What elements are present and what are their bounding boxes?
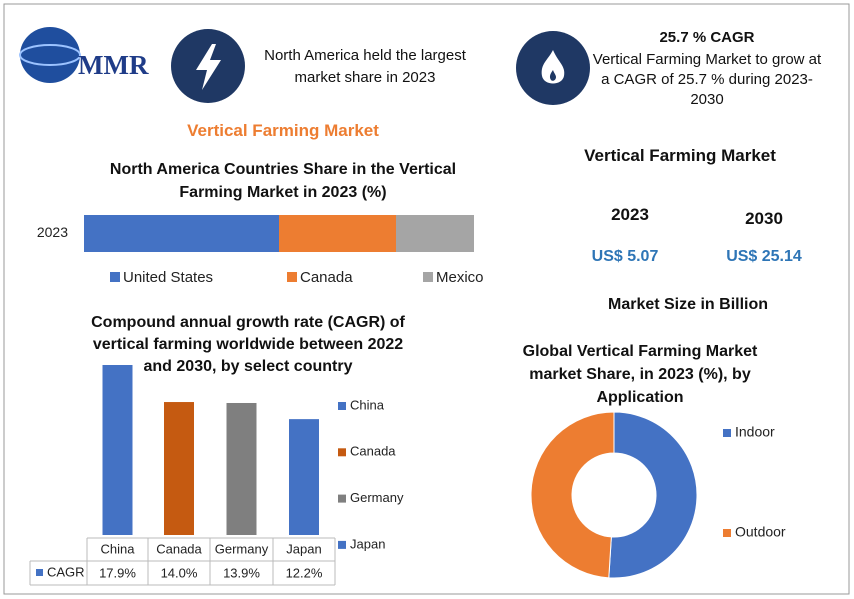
donut-slice — [530, 411, 615, 579]
bolt-icon — [196, 44, 221, 90]
legend-label: United States — [123, 269, 213, 286]
logo-globe — [20, 27, 80, 83]
logo-orbit — [19, 44, 81, 66]
legend-marker — [723, 529, 731, 537]
chart-title: Global Vertical Farming Market market Sh… — [522, 343, 758, 406]
table-category: Japan — [286, 541, 321, 556]
table-category: China — [101, 541, 136, 556]
bar-segment — [396, 215, 474, 252]
cagr-title: 25.7 % CAGR — [659, 29, 755, 46]
logo-text: MMR — [78, 50, 149, 80]
year-label: 2030 — [745, 209, 783, 228]
legend-marker — [110, 272, 120, 282]
bar — [164, 402, 194, 535]
bar — [226, 402, 257, 535]
year-label: 2023 — [611, 205, 649, 224]
legend-label: Germany — [350, 490, 404, 505]
table-series-name: CAGR — [47, 564, 85, 579]
market-value: US$ 25.14 — [726, 248, 802, 265]
table-value: 17.9% — [99, 565, 136, 580]
legend-marker — [338, 402, 346, 410]
market-note: Market Size in Billion — [607, 296, 769, 313]
table-value: 13.9% — [223, 565, 260, 580]
bar — [102, 365, 133, 535]
border — [3, 3, 850, 595]
legend-label: Mexico — [436, 269, 484, 286]
legend-label: Canada — [350, 444, 396, 459]
table-value: 14.0% — [161, 565, 198, 580]
legend-marker — [338, 540, 346, 549]
flame-icon — [541, 50, 565, 84]
bar-segment — [279, 215, 396, 252]
legend-label: Outdoor — [735, 524, 786, 540]
chart-title: North America Countries Share in the Ver… — [109, 161, 457, 201]
cagr-text: Vertical Farming Market to grow at a CAG… — [592, 51, 822, 108]
table-category: Germany — [215, 541, 269, 556]
market-title: Vertical Farming Market — [584, 146, 776, 165]
legend-marker — [338, 448, 346, 457]
market-value: US$ 5.07 — [591, 248, 659, 265]
donut-slice — [608, 411, 698, 579]
legend-marker — [723, 429, 731, 437]
legend-label: Japan — [350, 536, 385, 551]
chart-title: Compound annual growth rate (CAGR) of ve… — [91, 314, 405, 375]
table-value: 12.2% — [286, 565, 323, 580]
legend-marker — [287, 272, 297, 282]
legend-label: Canada — [300, 269, 353, 286]
legend-label: Indoor — [735, 424, 775, 440]
legend-marker — [36, 569, 43, 576]
table-category: Canada — [156, 541, 202, 556]
legend-label: China — [350, 397, 385, 412]
legend-marker — [423, 272, 433, 282]
main-title: Vertical Farming Market — [187, 121, 379, 140]
legend-marker — [338, 494, 346, 503]
highlight-text: North America held the largest market sh… — [264, 47, 466, 86]
category-label: 2023 — [37, 224, 68, 240]
bar — [289, 419, 319, 535]
bar-segment — [84, 215, 279, 252]
